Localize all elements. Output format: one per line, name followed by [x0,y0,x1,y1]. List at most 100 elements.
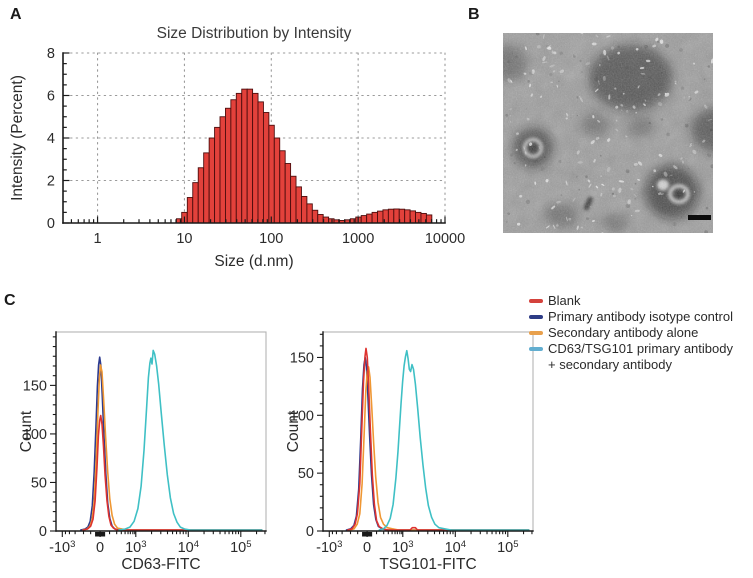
histogram-bar [279,150,286,224]
x-tick-label: 1 [94,231,102,247]
y-tick-label: 50 [298,466,314,482]
chart-title: Size Distribution by Intensity [157,25,352,42]
x-tick-label: 105 [230,539,251,556]
y-axis-label: Count [285,410,302,452]
legend-item-2: Secondary antibody alone [529,325,753,341]
histogram-bar [377,210,384,224]
y-tick-label: 6 [47,89,55,105]
y-tick-label: 150 [23,378,47,394]
y-tick-label: 100 [290,408,314,424]
x-axis-zero-tick-cluster [95,532,106,537]
x-axis-label: CD63-FITC [121,556,200,573]
x-axis-zero-tick-cluster [362,532,373,537]
histogram-bar [214,126,221,224]
histogram-bar [273,137,281,224]
histogram-bar [360,215,368,224]
x-tick-label: 10000 [425,231,465,247]
x-tick-label: 100 [259,231,283,247]
y-tick-label: 50 [31,475,47,491]
histogram-bar [192,182,199,224]
histogram-bar [186,197,194,224]
legend-label: Blank [548,293,581,308]
histogram-bar [371,211,378,224]
x-tick-label: 103 [392,539,413,556]
panel-c-label: C [4,292,16,309]
legend-swatch [529,331,543,335]
histogram-bar [262,112,270,224]
histogram-bar [257,101,264,224]
histogram-bar [387,208,395,224]
x-tick-label: 104 [178,539,199,556]
histogram-bar [317,214,324,224]
flow-curve [82,414,263,531]
histogram-bar [197,167,205,224]
x-tick-label: 10 [176,231,192,247]
histogram-bar [235,92,243,224]
axes [55,331,267,532]
flow-curve [347,347,530,531]
x-tick-label: -103 [316,539,342,556]
x-tick-label: 103 [125,539,146,556]
legend-swatch [529,347,543,351]
y-tick-label: 0 [306,524,314,540]
y-tick-label: 0 [39,524,47,540]
tem-image-content [503,33,713,233]
histogram-bar [301,195,308,224]
histogram-bar [203,152,210,224]
tem-micrograph-image [503,33,713,233]
histogram-bar [219,116,226,224]
histogram-bar [252,92,259,224]
x-axis-label: TSG101-FITC [379,556,476,573]
flow-curves [80,349,263,531]
y-axis-label: Intensity (Percent) [9,75,26,201]
legend-swatch [529,315,543,319]
x-axis-label: Size (d.nm) [214,253,293,270]
x-tick-label: 105 [497,539,518,556]
flow-curve [378,349,530,531]
x-tick-label: 0 [96,540,104,556]
panel-b-label: B [468,6,480,23]
histogram-bar [366,213,373,224]
x-tick-label: 104 [445,539,466,556]
y-tick-label: 100 [23,427,47,443]
legend-item-1: Primary antibody isotype control [529,309,753,325]
y-tick-label: 8 [47,46,55,62]
histogram-bar [393,208,400,224]
y-tick-label: 0 [47,216,55,232]
histogram-bars [176,88,433,224]
scale-bar [688,215,711,220]
panel-a-label: A [10,6,22,23]
histogram-bar [284,163,292,224]
histogram-bar [290,175,297,224]
flow-curve [82,364,263,531]
legend-label: Secondary antibody alone [548,325,699,340]
histogram-bar [230,99,237,224]
histogram-bar [241,88,248,224]
histogram-bar [208,137,216,224]
axis-ticks [317,333,533,537]
x-tick-label: 1000 [342,231,374,247]
histogram-bar [404,209,411,224]
y-tick-label: 150 [290,350,314,366]
histogram-bar [295,186,302,224]
legend: Blank Primary antibody isotype control Sec… [529,293,753,373]
flow-curve [118,349,263,531]
plot-border [55,331,267,532]
legend-item-3: CD63/TSG101 primary antibody [529,341,753,357]
x-tick-label: 0 [363,540,371,556]
legend-label: CD63/TSG101 primary antibody [548,341,733,356]
flow-curve [349,366,530,531]
flow-curves [345,347,530,531]
y-tick-label: 2 [47,174,55,190]
legend-swatch [529,299,543,303]
y-axis-label: Count [18,410,35,452]
legend-label-line2: + secondary antibody [548,357,672,372]
histogram-bar [306,203,313,224]
legend-label: Primary antibody isotype control [548,309,733,324]
histogram-bar [246,88,254,224]
